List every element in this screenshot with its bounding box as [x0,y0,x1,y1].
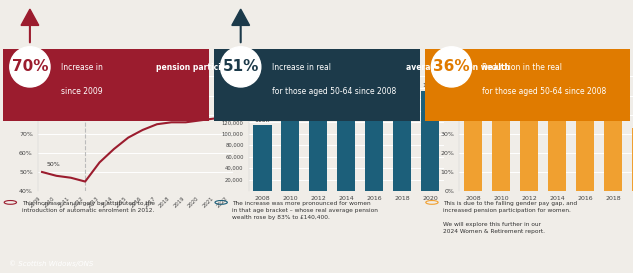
Text: 51%: 51% [223,60,259,74]
Text: 36%: 36% [433,60,470,74]
Text: for those aged 50-64 since 2008: for those aged 50-64 since 2008 [272,87,396,96]
Circle shape [431,47,472,87]
Text: © Scottish Widows/ONS: © Scottish Widows/ONS [9,260,94,267]
Text: This is due to the falling gender pay gap, and
increased pension participation f: This is due to the falling gender pay ga… [443,200,577,233]
Text: This increase can largely be attributed to the
introduction of automatic enrolme: This increase can largely be attributed … [22,200,154,212]
Text: 175k: 175k [422,84,438,88]
Text: Increase in real: Increase in real [272,63,333,72]
Bar [393,98,411,191]
Bar [281,118,299,191]
Polygon shape [442,92,460,108]
Circle shape [9,47,50,87]
Text: Increase in: Increase in [61,63,105,72]
Bar [365,95,383,191]
Text: Reduction in the real: Reduction in the real [482,63,565,72]
Bar [337,107,355,191]
Text: The increase was more pronounced for women
in that age bracket – whose real aver: The increase was more pronounced for wom… [232,200,379,219]
Text: 79%: 79% [213,108,227,113]
Bar [576,118,594,191]
Bar [464,92,482,191]
Text: 52%: 52% [467,85,480,90]
Bar [548,113,566,191]
Text: pension participation: pension participation [156,63,249,72]
Text: 50%: 50% [46,162,60,167]
Bar [520,109,538,191]
Text: * *: * * [433,78,442,84]
Polygon shape [232,9,249,25]
Bar [253,125,272,191]
Text: *: * [228,78,231,84]
FancyBboxPatch shape [415,46,633,125]
FancyBboxPatch shape [204,46,430,125]
Text: average pension wealth: average pension wealth [406,63,510,72]
Polygon shape [21,9,39,25]
FancyBboxPatch shape [0,46,219,125]
Circle shape [220,47,261,87]
Bar [310,115,327,191]
Text: for those aged 50-64 since 2008: for those aged 50-64 since 2008 [482,87,606,96]
Bar [421,91,439,191]
Text: since 2009: since 2009 [61,87,103,96]
Text: 115k: 115k [255,118,270,123]
Bar [492,103,510,191]
Bar [604,111,622,191]
Text: 70%: 70% [11,60,48,74]
Bar [632,128,633,191]
